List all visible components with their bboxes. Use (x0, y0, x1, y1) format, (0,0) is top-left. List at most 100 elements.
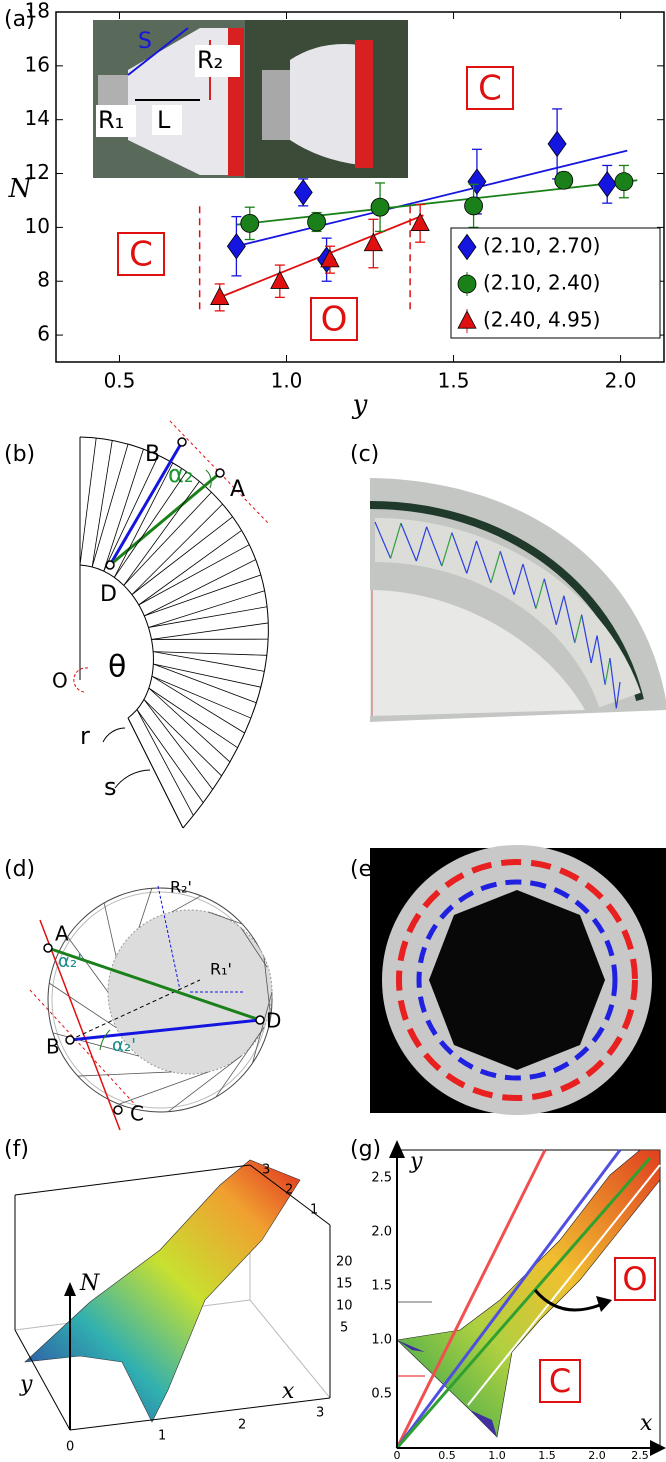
marker (615, 173, 633, 191)
tick-label: 0 (394, 1449, 401, 1462)
fold-line (128, 718, 183, 828)
inset-label: R₁ (98, 106, 124, 134)
inset-photo: S R₂ R₁ L (93, 20, 408, 178)
axis-label: N (79, 1271, 100, 1296)
tick-label: 3 (262, 1163, 270, 1178)
y-tick-label: 14 (25, 106, 50, 130)
fold-line (114, 472, 186, 578)
axis-label: x (640, 1411, 653, 1436)
tick-label: 2.5 (631, 1449, 649, 1462)
y-tick-label: 10 (25, 214, 50, 238)
annotation: C (478, 69, 502, 109)
marker (308, 213, 326, 231)
point (44, 944, 52, 952)
fold-line (149, 591, 265, 628)
arrowhead (389, 1140, 405, 1158)
point (256, 1016, 264, 1024)
marker (227, 234, 245, 259)
x-tick-label: 1.0 (271, 369, 303, 393)
panel-e: (e) (350, 845, 666, 1115)
axis-label: y (409, 1149, 423, 1174)
panel-f: (f) 3 2 1 20 15 10 5 0 1 2 3 N y x (4, 1137, 353, 1455)
fold-line (132, 504, 223, 595)
tick-label: 0 (66, 1440, 74, 1455)
point-label: B (145, 442, 160, 467)
region-label: O (622, 1260, 647, 1298)
marker (411, 213, 429, 230)
y-tick-label: 8 (37, 268, 50, 292)
fold-line (152, 676, 245, 733)
panel-label: (e) (350, 857, 381, 882)
marker (211, 287, 229, 304)
legend-label: (2.10, 2.70) (483, 234, 600, 258)
point-label: D (266, 1009, 281, 1033)
spoke (78, 1072, 172, 1076)
tick-label: 2.0 (371, 1225, 392, 1240)
tick-label: 2 (238, 1418, 246, 1433)
figure: (a) N y S R₂ R₁ L 0.51.01.52.06810121416… (0, 0, 666, 1462)
fold-line (149, 607, 268, 628)
legend-label: (2.40, 4.95) (483, 308, 600, 332)
marker (458, 275, 476, 293)
tick-label: 1.0 (371, 1333, 392, 1348)
panel-b: (b) B A D O α₂ θ r s (4, 421, 268, 828)
tick-label: 5 (340, 1321, 348, 1336)
tick-label: 3 (316, 1406, 324, 1421)
x-tick-label: 0.5 (104, 369, 136, 393)
tick-label: 1.5 (371, 1279, 392, 1294)
inset-label: R₂ (197, 46, 223, 74)
marker (468, 169, 486, 194)
panel-label: (g) (350, 1137, 381, 1162)
inset-label: S (138, 29, 152, 54)
y-tick-label: 18 (25, 0, 50, 23)
panel-label: (f) (4, 1137, 29, 1162)
spoke (172, 896, 201, 912)
legend-label: (2.10, 2.40) (483, 271, 600, 295)
marker (364, 234, 382, 251)
opening (429, 890, 605, 1070)
tick-label: 1 (310, 1203, 318, 1218)
length-label: s (104, 773, 117, 801)
y-tick-label: 16 (25, 52, 50, 76)
tick-label: 2.0 (588, 1449, 606, 1462)
point-label: A (55, 922, 69, 946)
radius-label: R₁' (210, 960, 232, 979)
point (66, 1036, 74, 1044)
annotation: C (129, 235, 153, 275)
segment-da (110, 473, 220, 565)
fold-line (139, 545, 250, 605)
line-green (397, 1158, 650, 1448)
tick-label: 10 (336, 1299, 353, 1314)
tick-label: 20 (336, 1255, 353, 1270)
fold-line (124, 481, 200, 585)
panel-c: (c) (350, 442, 666, 722)
tick-label: 0.5 (438, 1449, 456, 1462)
marker (555, 171, 573, 189)
axis-label: y (19, 1372, 33, 1397)
panel-label: (c) (350, 442, 379, 467)
angle-label: θ (108, 650, 126, 685)
red-band-2 (355, 40, 373, 168)
fold-line (137, 710, 193, 816)
marker (241, 214, 259, 232)
point (216, 469, 224, 477)
fold-line (80, 438, 96, 565)
point-label: A (230, 477, 245, 502)
angle-arc (74, 668, 88, 692)
fold-line (92, 444, 128, 567)
tick-label: 1.5 (538, 1449, 556, 1462)
tick-label: 1.0 (488, 1449, 506, 1462)
point (114, 1106, 122, 1114)
inset-label: L (157, 106, 171, 134)
panel-a: (a) N y S R₂ R₁ L 0.51.01.52.06810121416… (4, 0, 664, 420)
length-label: r (80, 722, 90, 750)
tick-label: 2.5 (371, 1171, 392, 1186)
point-label: D (100, 582, 117, 607)
arrow (64, 1282, 76, 1296)
radius-label: R₂' (170, 878, 192, 897)
tick-label: 0.5 (371, 1387, 392, 1402)
marker (548, 131, 566, 156)
marker (598, 172, 616, 197)
annotation: O (321, 300, 348, 340)
r-arc (103, 728, 125, 742)
